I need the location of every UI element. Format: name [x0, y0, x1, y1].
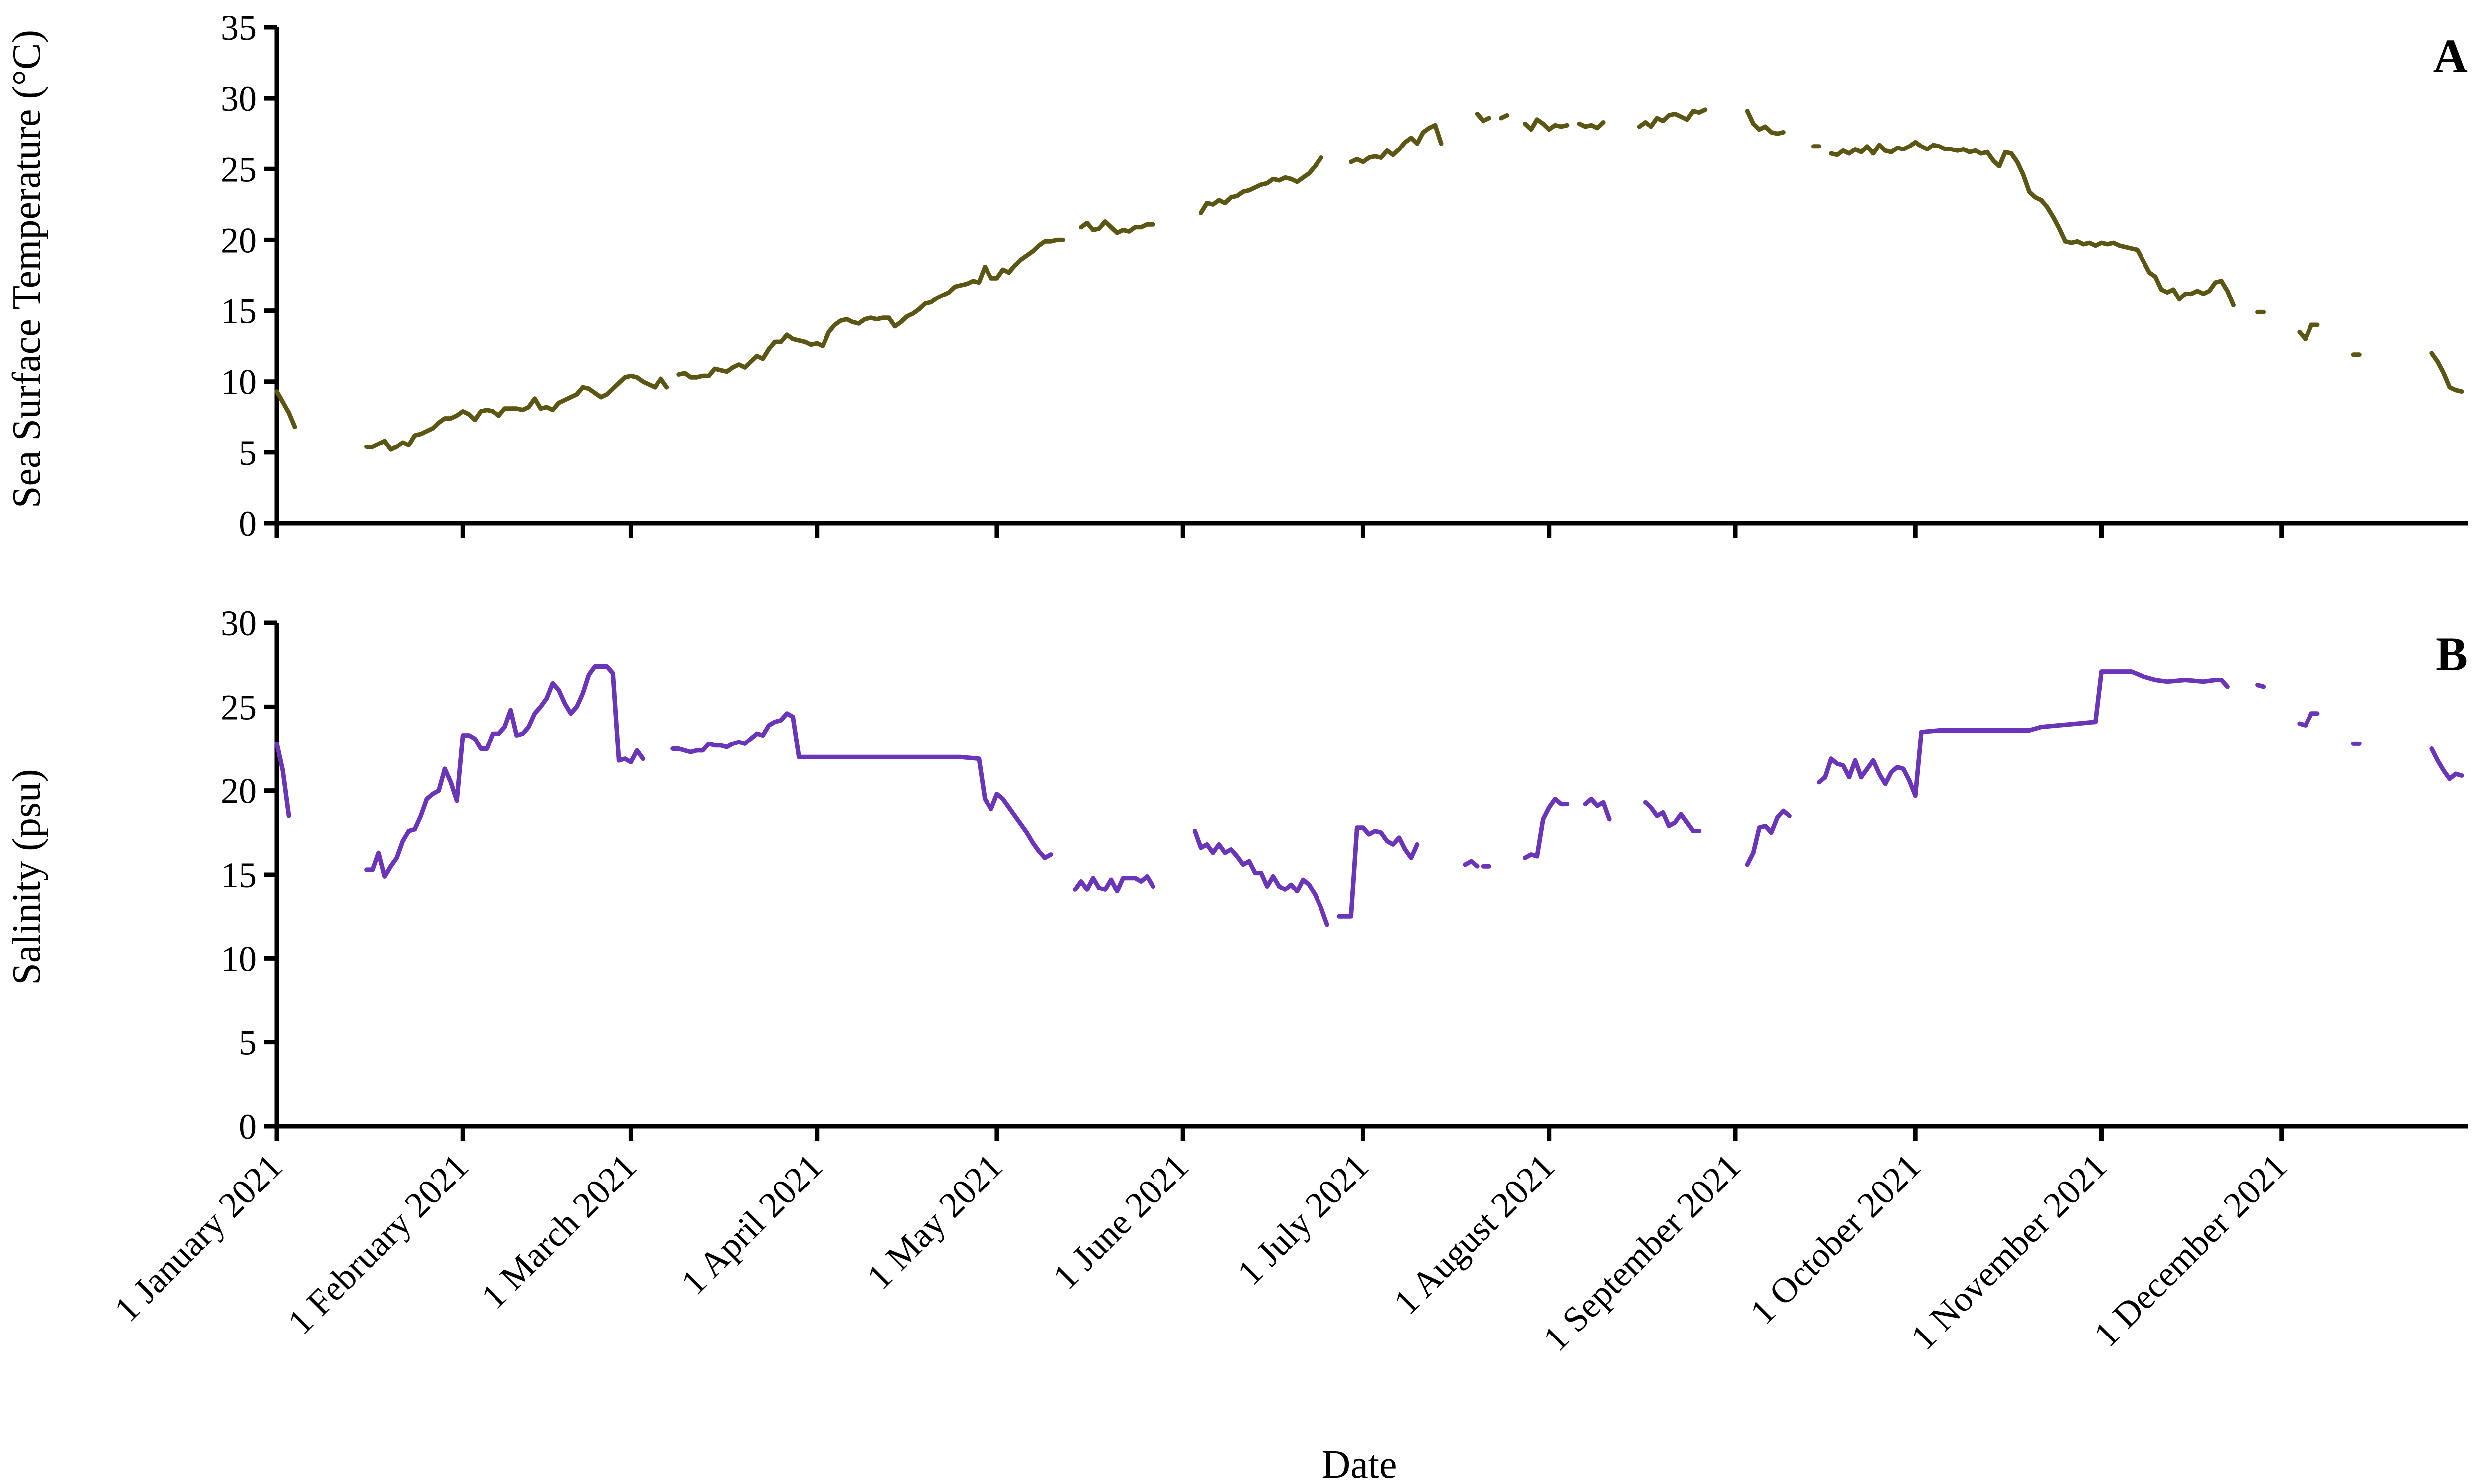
- panel-b-series-segment-13: [2255, 683, 2266, 689]
- panel-b-y-tick-label: 15: [221, 855, 257, 895]
- panel-a-y-tick-label: 35: [221, 8, 257, 48]
- panel-a-series-segment-7: [1498, 113, 1509, 121]
- panel-b-series-segment-3: [1073, 874, 1155, 894]
- panel-a-series-segment-3: [1079, 219, 1155, 235]
- panel-a-sea-surface-temperature: Sea Surface Temperature (°C) A 0 5 10 15 20 2…: [5, 8, 2468, 544]
- panel-a-series-segment-13: [1829, 140, 2236, 307]
- panel-b-series-segment-16: [2429, 746, 2464, 781]
- panel-a-series-segment-6: [1475, 111, 1491, 124]
- panel-b-y-tick-label: 30: [221, 603, 257, 643]
- panel-a-series-segment-9: [1577, 120, 1606, 131]
- panel-a-y-tick-label: 10: [221, 362, 257, 402]
- panel-b-series-segment-11: [1745, 808, 1792, 867]
- panel-a-series-segment-17: [2429, 351, 2464, 394]
- panel-a-y-tick-label: 15: [221, 292, 257, 331]
- x-tick-label: 1 July 2021: [1230, 1146, 1376, 1293]
- x-tick-label: 1 May 2021: [859, 1146, 1010, 1297]
- x-tick-label: 1 December 2021: [2086, 1146, 2295, 1354]
- x-axis-title: Date: [1321, 1443, 1397, 1484]
- x-tick-label: 1 November 2021: [1903, 1146, 2115, 1357]
- panel-a-series-segment-4: [1198, 155, 1323, 215]
- panel-b-plot-area: [274, 664, 2464, 927]
- panel-a-series-segment-10: [1637, 107, 1708, 129]
- panel-a-y-tick-label: 20: [221, 220, 257, 260]
- panel-a-series-segment-11: [1745, 109, 1786, 136]
- panel-a-series-segment-0: [274, 389, 297, 430]
- x-tick-label: 1 January 2021: [107, 1146, 290, 1330]
- panel-b-series-segment-1: [364, 664, 645, 879]
- panel-a-series-segment-15: [2297, 322, 2320, 341]
- panel-a-series-segment-8: [1523, 117, 1570, 132]
- panel-b-y-tick-label: 25: [221, 687, 257, 727]
- panel-b-series-segment-8: [1523, 797, 1570, 860]
- panel-a-series-segment-1: [364, 373, 669, 452]
- x-tick-label: 1 February 2021: [280, 1146, 476, 1342]
- panel-b-series-segment-4: [1192, 829, 1329, 927]
- panel-a-y-tick-label: 5: [239, 433, 257, 473]
- panel-a-axes: 0 5 10 15 20 25 30 35: [221, 8, 2468, 544]
- panel-b-letter: B: [2436, 627, 2468, 681]
- panel-a-y-tick-label: 30: [221, 79, 257, 119]
- panel-b-series-segment-5: [1336, 825, 1420, 919]
- panel-b-series-segment-9: [1583, 797, 1612, 822]
- panel-b-series-segment-12: [1817, 669, 2230, 798]
- panel-a-series-segment-2: [676, 237, 1065, 380]
- panel-a-y-tick-label: 0: [239, 504, 257, 544]
- panel-a-y-axis-title: Sea Surface Temperature (°C): [5, 30, 49, 508]
- x-tick-label: 1 June 2021: [1045, 1146, 1196, 1297]
- panel-b-series-segment-10: [1643, 800, 1702, 833]
- panel-b-y-tick-label: 20: [221, 771, 257, 811]
- panel-a-plot-area: [274, 107, 2464, 452]
- x-tick-label: 1 March 2021: [474, 1146, 644, 1317]
- x-tick-label: 1 September 2021: [1535, 1146, 1748, 1359]
- panel-b-series-segment-2: [670, 711, 1053, 860]
- panel-b-y-axis-title: Salinity (psu): [5, 769, 49, 985]
- panel-a-series-segment-5: [1348, 123, 1444, 164]
- panel-a-y-tick-label: 25: [221, 149, 257, 189]
- x-tick-label: 1 October 2021: [1742, 1146, 1928, 1332]
- panel-b-series-segment-6: [1463, 859, 1480, 869]
- panel-b-salinity: Salinity (psu) B 0 5 10 15 20 25 30 1 January …: [5, 603, 2468, 1484]
- panel-b-y-tick-label: 0: [239, 1107, 257, 1147]
- panel-b-y-tick-label: 5: [239, 1023, 257, 1063]
- x-tick-label: 1 April 2021: [673, 1146, 830, 1303]
- panel-b-series-segment-14: [2297, 711, 2320, 728]
- x-tick-label: 1 August 2021: [1386, 1146, 1562, 1323]
- panel-b-axes: 0 5 10 15 20 25 30: [221, 603, 2468, 1147]
- panel-b-y-tick-label: 10: [221, 939, 257, 979]
- panel-b-series-segment-0: [274, 741, 291, 818]
- panel-a-letter: A: [2433, 29, 2468, 83]
